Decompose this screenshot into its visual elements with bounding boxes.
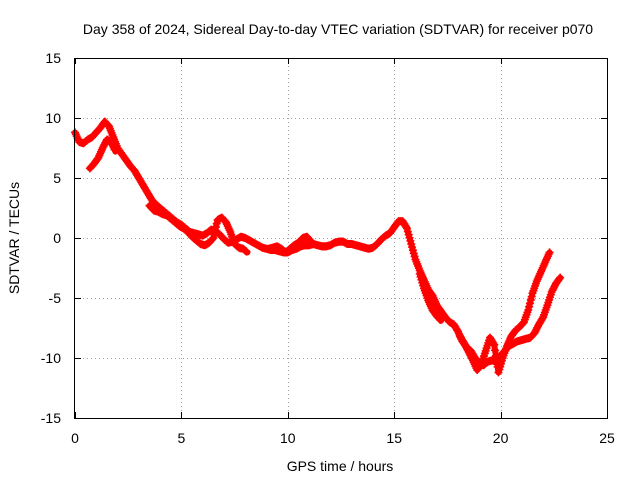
y-tick-label: 0 (53, 230, 61, 246)
data-point-marker (211, 223, 220, 232)
y-tick-label: -10 (41, 350, 61, 366)
x-tick-label: 10 (280, 430, 296, 446)
x-tick-label: 20 (493, 430, 509, 446)
data-layer (71, 117, 565, 377)
data-point-marker (538, 314, 547, 323)
data-point-marker (402, 222, 411, 231)
x-tick-label: 25 (599, 430, 615, 446)
data-point-marker (491, 346, 500, 355)
data-point-marker (556, 273, 565, 282)
series-main-track (71, 117, 565, 370)
x-tick-label: 5 (178, 430, 186, 446)
data-point-marker (211, 226, 220, 235)
y-tick-label: -15 (41, 410, 61, 426)
y-tick-label: 5 (53, 170, 61, 186)
data-point-marker (476, 361, 485, 370)
data-point-marker (210, 230, 219, 239)
series-secondary-track (85, 135, 554, 377)
plot-frame (74, 58, 608, 419)
data-point-marker (491, 351, 500, 360)
grid-layer (75, 58, 607, 418)
x-tick-label: 15 (386, 430, 402, 446)
data-point-marker (110, 145, 119, 154)
data-point-marker (489, 339, 498, 348)
data-point-marker (305, 235, 314, 244)
x-tick-labels: 0 5 10 15 20 25 (71, 430, 615, 446)
x-axis-label: GPS time / hours (287, 458, 394, 474)
x-tick-label: 0 (71, 430, 79, 446)
y-tick-labels: -15 -10 -5 0 5 10 15 (41, 50, 61, 426)
data-point-marker (436, 315, 445, 324)
chart-title: Day 358 of 2024, Sidereal Day-to-day VTE… (83, 21, 593, 37)
y-tick-label: -5 (49, 290, 62, 306)
data-point-marker (545, 248, 554, 257)
data-point-marker (555, 274, 564, 283)
data-point-marker (242, 247, 251, 256)
y-axis-label: SDTVAR / TECUs (6, 182, 22, 294)
data-point-marker (208, 234, 217, 243)
data-point-marker (306, 236, 315, 245)
data-point-marker (490, 340, 499, 349)
y-tick-label: 15 (45, 50, 61, 66)
data-point-marker (468, 354, 477, 363)
y-tick-label: 10 (45, 110, 61, 126)
data-point-marker (209, 234, 218, 242)
data-point-marker (435, 314, 444, 323)
data-point-marker (212, 219, 221, 228)
